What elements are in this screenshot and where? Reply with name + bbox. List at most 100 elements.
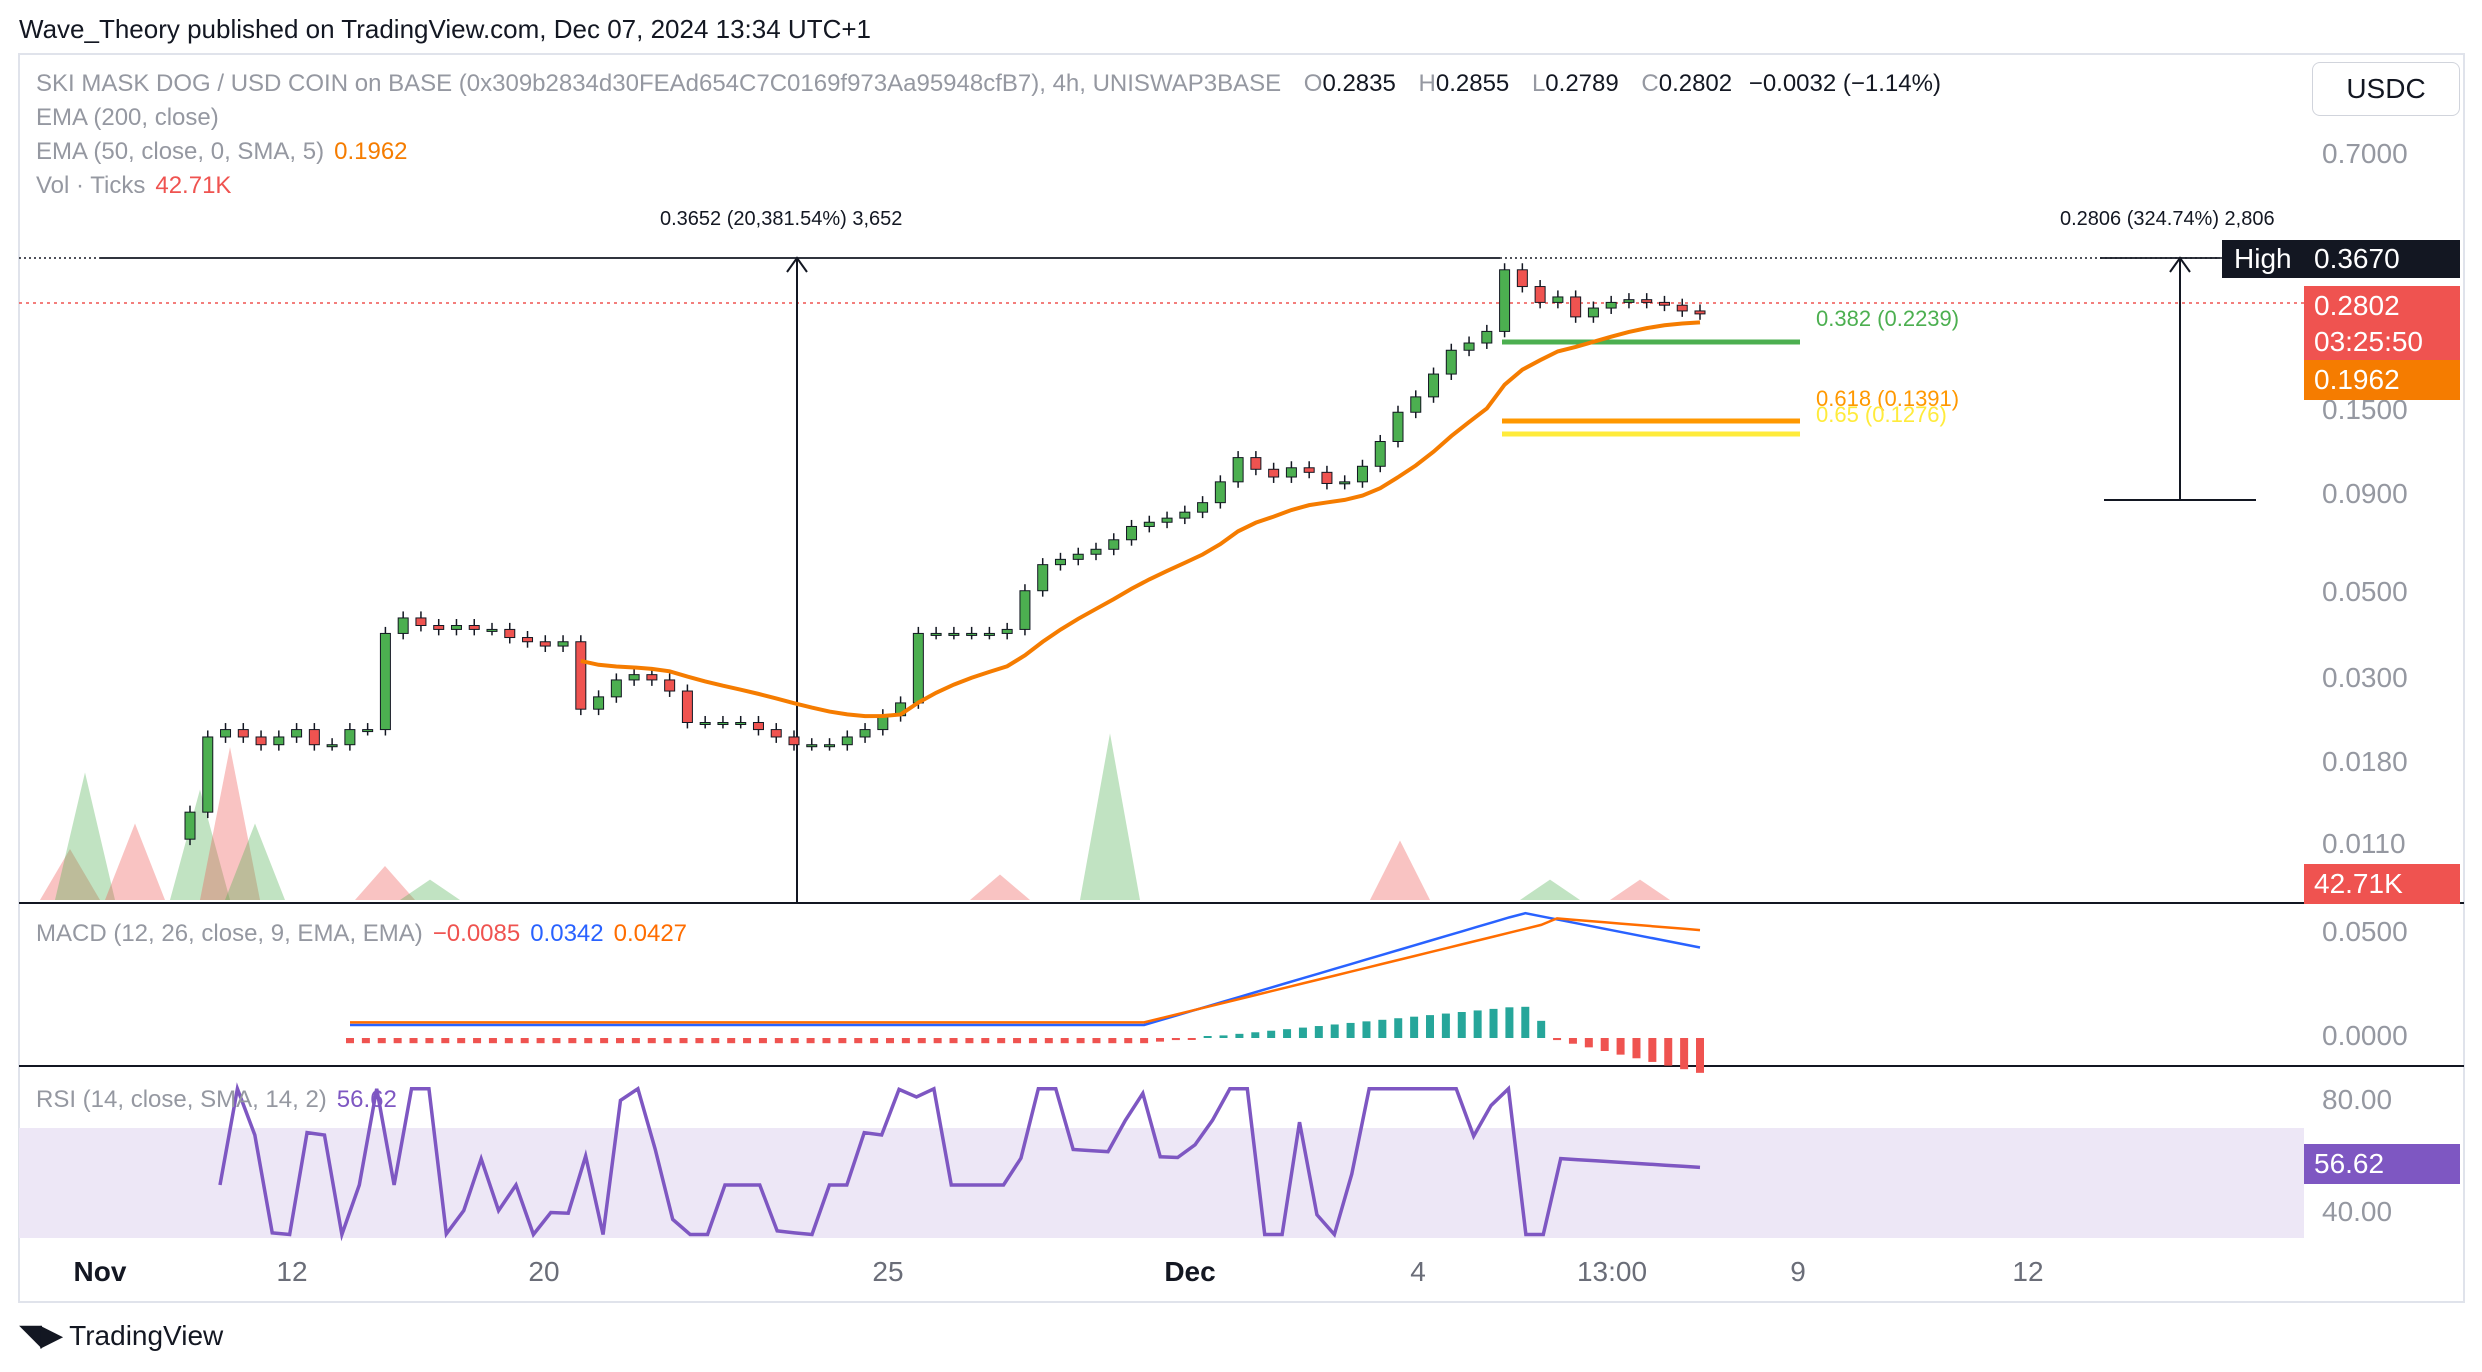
- legend-macd-hist: −0.0085: [432, 920, 521, 947]
- candle: [1001, 628, 1013, 634]
- candle: [308, 729, 320, 746]
- candle: [184, 811, 196, 840]
- macd-histogram-bar: [663, 1038, 672, 1044]
- macd-histogram-bar: [1616, 1038, 1625, 1055]
- candle: [1143, 521, 1155, 527]
- x-axis-label: 12: [2012, 1256, 2044, 1287]
- legend-rsi-value: 56.62: [336, 1086, 397, 1113]
- candle: [912, 632, 924, 704]
- macd-histogram-bar: [552, 1038, 561, 1044]
- volume-area-segment: [400, 879, 460, 900]
- macd-histogram-bar: [536, 1038, 545, 1044]
- candle: [539, 641, 551, 647]
- macd-histogram-bar: [1473, 1010, 1482, 1038]
- symbol-title[interactable]: SKI MASK DOG / USD COIN on BASE (0x309b2…: [36, 70, 1282, 97]
- candle: [468, 625, 480, 630]
- macd-histogram-bar: [346, 1038, 354, 1044]
- macd-histogram-bar: [441, 1038, 450, 1044]
- price-axis-label: 0.0900: [2322, 478, 2408, 509]
- legend-rsi-label: RSI (14, close, SMA, 14, 2): [36, 1086, 327, 1113]
- macd-histogram-bar: [520, 1038, 529, 1044]
- candle: [1072, 553, 1084, 560]
- macd-histogram-bar: [949, 1038, 958, 1044]
- candle: [1232, 457, 1244, 483]
- candle: [1108, 539, 1120, 550]
- macd-histogram-bar: [1251, 1032, 1260, 1038]
- macd-signal-line: [350, 917, 1701, 1024]
- left-measure-label: 0.3652 (20,381.54%) 3,652: [660, 208, 903, 230]
- legend-volume[interactable]: Vol · Ticks 42.71K: [36, 172, 231, 200]
- candle: [1321, 471, 1333, 484]
- legend-macd[interactable]: MACD (12, 26, close, 9, EMA, EMA) −0.0085…: [36, 920, 687, 948]
- macd-histogram-bar: [1680, 1038, 1689, 1070]
- volume-area-segment: [970, 874, 1030, 900]
- candle: [824, 744, 836, 748]
- candle: [1356, 465, 1368, 483]
- legend-ema200[interactable]: EMA (200, close): [36, 104, 219, 132]
- candle: [255, 736, 267, 746]
- macd-histogram-bar: [1060, 1038, 1069, 1044]
- macd-histogram-bar: [1219, 1035, 1228, 1038]
- price-axis-label: 0.7000: [2322, 138, 2408, 169]
- rsi-band: [19, 1128, 2304, 1238]
- candle: [220, 729, 232, 738]
- fib-065-label: 0.65 (0.1276): [1816, 402, 1947, 427]
- macd-histogram-bar: [965, 1038, 974, 1044]
- macd-histogram-bar: [1457, 1012, 1466, 1038]
- candle: [1037, 564, 1049, 592]
- candle: [379, 632, 391, 731]
- volume-area-segment: [1080, 733, 1140, 900]
- candle: [202, 736, 214, 813]
- candle: [1641, 299, 1653, 303]
- macd-histogram-bar: [1298, 1027, 1307, 1038]
- candle: [1481, 330, 1493, 344]
- macd-histogram-bar: [854, 1038, 863, 1044]
- tradingview-brand: TradingView: [69, 1319, 224, 1351]
- volume-area-segment: [355, 866, 415, 900]
- macd-histogram-bar: [743, 1038, 752, 1044]
- high-value: 0.2855: [1435, 70, 1510, 97]
- macd-histogram-bar: [568, 1038, 577, 1044]
- price-axis-label: 0.0500: [2322, 576, 2408, 607]
- macd-histogram-bar: [600, 1038, 609, 1044]
- candle: [1268, 468, 1280, 478]
- macd-histogram-bar: [584, 1038, 593, 1044]
- candle: [717, 722, 729, 726]
- candle: [1019, 590, 1031, 630]
- macd-histogram-bar: [933, 1038, 942, 1044]
- macd-histogram-bar: [1410, 1016, 1419, 1038]
- legend-ema50-value: 0.1962: [334, 138, 408, 165]
- fib-0618-label: 0.618 (0.1391): [1816, 386, 1960, 411]
- macd-histogram-bar: [981, 1038, 990, 1044]
- macd-histogram-bar: [806, 1038, 815, 1044]
- candle: [1090, 548, 1102, 555]
- candle: [1428, 373, 1440, 398]
- countdown-tag: 03:25:50: [2304, 322, 2460, 362]
- legend-rsi[interactable]: RSI (14, close, SMA, 14, 2) 56.62: [36, 1086, 397, 1114]
- macd-pane: [346, 911, 1704, 1073]
- macd-histogram-bar: [488, 1038, 497, 1044]
- candle: [664, 679, 676, 692]
- tradingview-logo[interactable]: ◥▶ TradingView: [19, 1318, 223, 1353]
- candle: [646, 674, 658, 681]
- candle: [859, 729, 871, 738]
- x-axis-label: 9: [1790, 1256, 1806, 1287]
- macd-histogram-bar: [457, 1038, 466, 1044]
- volume-area-segment: [55, 772, 115, 900]
- macd-histogram-bar: [1648, 1038, 1657, 1062]
- x-axis-label: 4: [1410, 1256, 1426, 1287]
- candle: [273, 736, 285, 746]
- price-axis-label: 0.0180: [2322, 746, 2408, 777]
- macd-histogram-bar: [886, 1038, 894, 1044]
- legend-ema50[interactable]: EMA (50, close, 0, SMA, 5) 0.1962: [36, 138, 408, 166]
- candle: [486, 628, 498, 632]
- macd-histogram-bar: [1346, 1022, 1355, 1038]
- candle: [1126, 525, 1138, 541]
- candle: [433, 625, 445, 630]
- macd-histogram-bar: [679, 1038, 688, 1044]
- legend-macd-signal: 0.0427: [613, 920, 688, 947]
- candle: [1392, 411, 1404, 442]
- currency-button[interactable]: USDC: [2312, 62, 2460, 116]
- legend-volume-label: Vol · Ticks: [36, 172, 146, 199]
